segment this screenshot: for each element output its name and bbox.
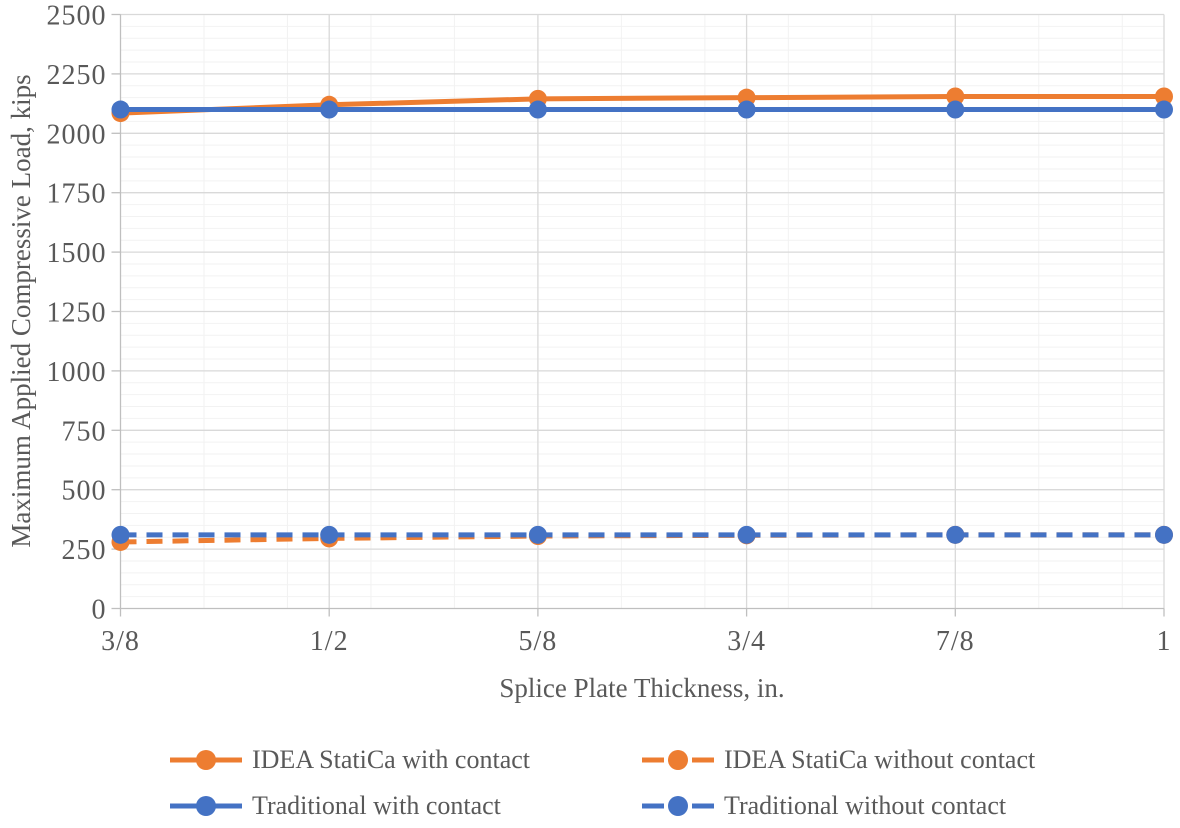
x-axis-title: Splice Plate Thickness, in. bbox=[499, 673, 784, 703]
svg-text:3/8: 3/8 bbox=[101, 626, 140, 657]
svg-text:5/8: 5/8 bbox=[519, 626, 558, 657]
svg-text:500: 500 bbox=[62, 476, 107, 507]
svg-text:0: 0 bbox=[92, 595, 107, 626]
legend-item-traditional-without-contact: Traditional without contact bbox=[640, 791, 1006, 821]
svg-text:1000: 1000 bbox=[47, 357, 107, 388]
svg-text:1: 1 bbox=[1157, 626, 1172, 657]
svg-text:2250: 2250 bbox=[47, 60, 107, 91]
data-series bbox=[111, 87, 1173, 551]
svg-text:1250: 1250 bbox=[47, 298, 107, 329]
major-gridlines bbox=[120, 13, 1165, 609]
legend-label: Traditional without contact bbox=[724, 791, 1007, 820]
legend-sample-solid-blue-icon bbox=[170, 796, 242, 816]
svg-text:1500: 1500 bbox=[47, 238, 107, 269]
legend-label: Traditional with contact bbox=[252, 791, 501, 820]
legend-item-idea-statica-with-contact: IDEA StatiCa with contact bbox=[168, 745, 530, 775]
legend-item-idea-statica-without-contact: IDEA StatiCa without contact bbox=[640, 745, 1035, 775]
legend-sample-dashed-blue-icon bbox=[642, 796, 714, 816]
svg-text:750: 750 bbox=[62, 416, 107, 447]
legend-sample-dashed-orange-icon bbox=[642, 750, 714, 770]
legend-label: IDEA StatiCa with contact bbox=[252, 745, 531, 774]
svg-text:3/4: 3/4 bbox=[727, 626, 766, 657]
svg-text:1/2: 1/2 bbox=[310, 626, 349, 657]
legend-item-traditional-with-contact: Traditional with contact bbox=[168, 791, 501, 821]
y-axis-tick-labels: 0 250 500 750 1000 1250 1500 1750 2000 2250 2500 bbox=[47, 1, 107, 626]
x-axis-tick-labels: 3/8 1/2 5/8 3/4 7/8 1 bbox=[101, 626, 1172, 657]
svg-text:2500: 2500 bbox=[47, 1, 107, 32]
svg-text:2000: 2000 bbox=[47, 119, 107, 150]
legend-label: IDEA StatiCa without contact bbox=[724, 745, 1036, 774]
y-axis-title: Maximum Applied Compressive Load, kips bbox=[6, 74, 36, 547]
legend-sample-solid-orange-icon bbox=[170, 750, 242, 770]
axis-tick-marks bbox=[111, 13, 1165, 617]
svg-text:7/8: 7/8 bbox=[936, 626, 975, 657]
minor-gridlines bbox=[120, 14, 1164, 609]
svg-text:250: 250 bbox=[62, 535, 107, 566]
line-chart-plot: 0 250 500 750 1000 1250 1500 1750 2000 2250 2500 3… bbox=[6, 1, 1173, 703]
svg-text:1750: 1750 bbox=[47, 179, 107, 210]
